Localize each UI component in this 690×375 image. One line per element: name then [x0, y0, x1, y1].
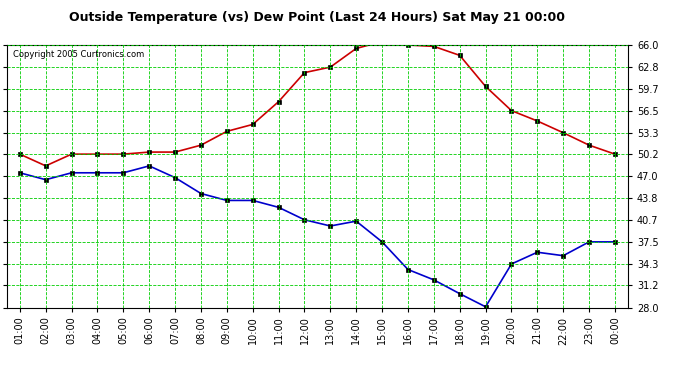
Text: Outside Temperature (vs) Dew Point (Last 24 Hours) Sat May 21 00:00: Outside Temperature (vs) Dew Point (Last… [70, 11, 565, 24]
Text: Copyright 2005 Curtronics.com: Copyright 2005 Curtronics.com [13, 50, 144, 59]
